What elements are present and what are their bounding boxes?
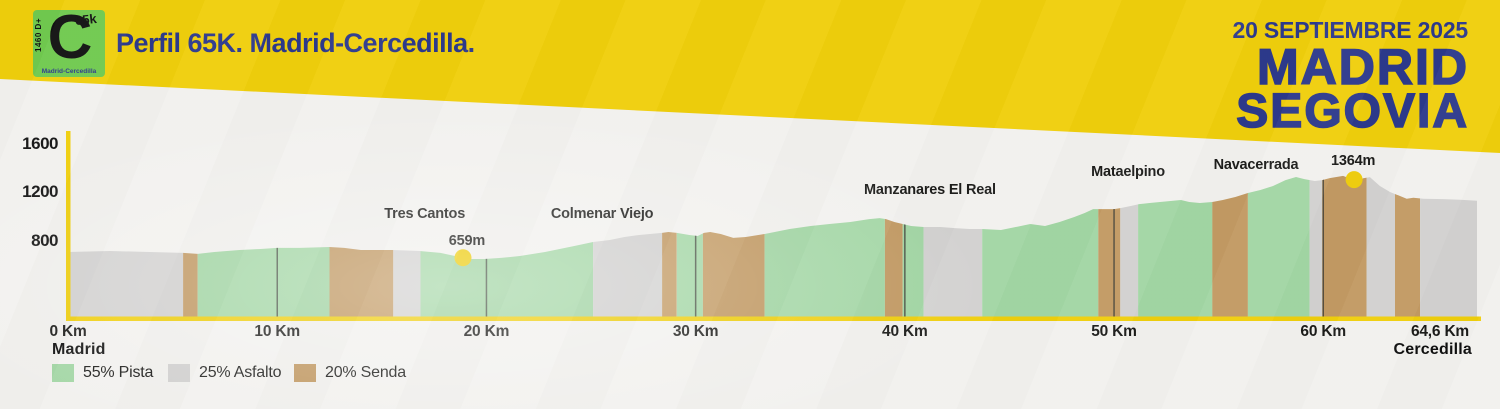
annotation-1364m: 1364m: [1331, 153, 1376, 169]
y-axis-tick: 1600: [22, 133, 58, 153]
pista-swatch: [52, 364, 74, 382]
surface-segment-senda: [1322, 175, 1367, 318]
legend-item-senda: 20% Senda: [294, 364, 406, 382]
surface-segment-pista: [197, 175, 330, 318]
legend-label: 25% Asfalto: [199, 364, 282, 381]
surface-segment-asfalto: [393, 175, 421, 318]
senda-swatch: [294, 364, 316, 382]
y-axis-tick: 800: [31, 231, 58, 250]
surface-segment-senda: [329, 175, 394, 318]
annotation-colmenar-viejo: Colmenar Viejo: [550, 206, 654, 222]
annotation-mataelpino: Mataelpino: [1091, 164, 1165, 180]
surface-segment-asfalto: [68, 175, 184, 318]
x-axis-tick: 10 Km: [254, 323, 300, 340]
event-date: 20 SEPTIEMBRE 2025: [1232, 17, 1469, 43]
start-city-label: Madrid: [52, 341, 106, 358]
surface-segment-senda: [702, 175, 765, 318]
x-axis-tick: 30 Km: [672, 323, 719, 340]
logo-letter: C: [47, 3, 93, 72]
km-gridline: [694, 175, 697, 318]
end-city-label: Cercedilla: [1393, 341, 1472, 358]
elevation-marker-dot: [454, 249, 472, 267]
brand-segovia: SEGOVIA: [1235, 85, 1469, 138]
annotation-navacerrada: Navacerrada: [1213, 157, 1299, 173]
x-axis-tick: 60 Km: [1300, 323, 1346, 340]
surface-segment-pista: [764, 175, 885, 318]
surface-segment-pista: [902, 175, 924, 318]
surface-legend: 55% Pista 25% Asfalto 20% Senda: [0, 364, 1500, 384]
x-axis-line: [66, 316, 1481, 321]
page-title: Perfil 65K. Madrid-Cercedilla.: [116, 28, 475, 58]
surface-segment-senda: [1395, 175, 1421, 318]
legend-item-asfalto: 25% Asfalto: [168, 364, 282, 382]
annotation-659m: 659m: [448, 233, 486, 249]
legend-label: 55% Pista: [83, 364, 154, 381]
km-gridline: [485, 175, 488, 318]
surface-segment-asfalto: [1309, 175, 1323, 318]
race-logo: C 65k 1460 D+ Madrid-Cercedilla: [33, 4, 105, 77]
surface-segment-asfalto: [593, 175, 663, 318]
annotation-tres-cantos: Tres Cantos: [384, 206, 466, 222]
x-axis-tick: 64,6 Km: [1410, 323, 1470, 340]
x-axis-tick: 40 Km: [882, 323, 928, 340]
y-axis-tick: 1200: [22, 182, 58, 202]
km-gridline: [904, 175, 906, 318]
legend-label: 20% Senda: [325, 364, 406, 381]
x-axis-tick: 0 Km: [49, 323, 87, 340]
logo-elevation-gain-label: 1460 D+: [34, 18, 43, 52]
logo-distance-label: 65k: [74, 10, 98, 29]
km-gridline: [1322, 175, 1324, 318]
km-gridline: [276, 175, 278, 318]
surface-segment-senda: [884, 175, 903, 318]
legend-item-pista: 55% Pista: [52, 364, 153, 382]
surface-segment-pista: [1138, 175, 1213, 318]
elevation-marker-dot: [1345, 171, 1363, 189]
logo-route-label: Madrid-Cercedilla: [41, 68, 97, 75]
x-axis-tick: 20 Km: [463, 323, 510, 340]
surface-segment-pista: [420, 175, 594, 318]
surface-segment-pista: [982, 175, 1099, 318]
surface-segment-asfalto: [923, 175, 983, 318]
annotation-manzanares-el-real: Manzanares El Real: [863, 182, 996, 198]
surface-segment-asfalto: [1120, 175, 1139, 318]
surface-segment-senda: [662, 175, 677, 318]
surface-segment-pista: [1247, 175, 1310, 318]
surface-segment-asfalto: [1366, 175, 1395, 318]
surface-segment-asfalto: [1420, 175, 1477, 318]
surface-segment-senda: [183, 175, 198, 318]
y-axis-line: [66, 131, 71, 321]
surface-segment-pista: [676, 175, 703, 318]
brand-madrid: MADRID: [1256, 39, 1469, 95]
x-axis-tick: 50 Km: [1091, 323, 1137, 340]
surface-segment-senda: [1098, 175, 1121, 318]
asfalto-swatch: [168, 364, 190, 382]
km-gridline: [1113, 175, 1115, 318]
